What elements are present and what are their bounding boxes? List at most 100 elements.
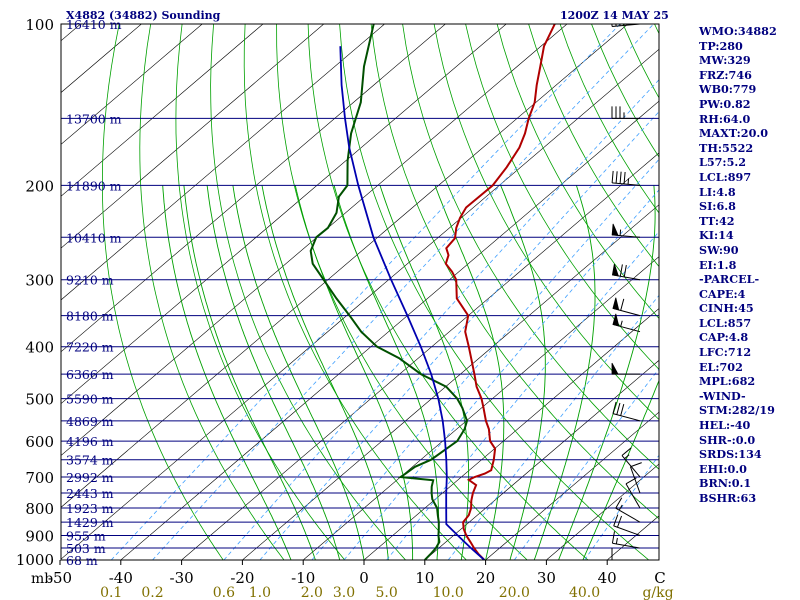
mixing-ratio-label: 5.0 [375,585,397,600]
sounding-index: HEL:-40 [699,418,751,433]
dry-adiabat-line [276,24,528,560]
dry-adiabat-line [175,24,346,560]
sounding-index: SHR-:0.0 [699,432,756,447]
dewpoint-profile-line [309,24,469,560]
isobar-lines [61,24,659,560]
moist-adiabat-line [232,185,365,560]
temperature-tick-label: 0 [359,569,369,587]
pressure-tick-label: 100 [25,16,54,34]
isotherm-line [61,24,203,145]
moist-adiabat-line [162,185,292,560]
sounding-index: EI:1.8 [699,257,737,272]
height-label: 4869 m [66,414,114,429]
sounding-index: CAP:4.8 [699,330,749,345]
sounding-index: SW:90 [699,242,739,257]
dry-adiabat-line [139,24,285,560]
isotherm-line [61,24,507,405]
temperature-tick-label: 30 [537,569,556,587]
chart-background-lines [61,24,659,560]
dry-adiabat-line [210,24,406,560]
wind-barb [612,297,641,317]
pressure-tick-label: 300 [25,272,54,290]
pressure-tick-label: 700 [25,469,54,487]
mixing-ratio-label: 2.0 [301,585,323,600]
wind-barb [613,514,641,536]
isotherm-line [61,24,264,197]
pressure-tick-label: 500 [25,391,54,409]
height-label: 7220 m [66,340,114,355]
pressure-tick-label: 600 [25,433,54,451]
sounding-indices-list: WMO:34882 TP:280 MW:329 FRZ:746 WB0:779 PW:0.… [699,24,799,506]
pressure-tick-label: 200 [25,177,54,195]
sounding-index: STM:282/19 [699,403,775,418]
mixing-ratio-unit-label: g/kg [642,585,673,600]
temperature-tick-label: 20 [476,569,495,587]
sounding-index: MAXT:20.0 [699,126,769,141]
observation-time: 1200Z 14 MAY 25 [560,9,669,22]
isotherm-line [61,24,385,301]
height-label: 8180 m [66,309,114,324]
sounding-index: MW:329 [699,53,751,68]
sounding-index: MPL:682 [699,374,756,389]
isotherm-line [61,24,325,249]
wind-barb [611,362,640,375]
mixing-ratio-line [110,24,621,560]
sounding-index: CINH:45 [699,301,754,316]
mixing-ratio-label: 0.2 [141,585,163,600]
wind-barb [615,497,641,523]
sounding-index: LI:4.8 [699,184,736,199]
isotherm-line [61,24,629,508]
station-title: X4882 (34882) Sounding [66,9,221,22]
height-label: 11890 m [66,178,122,193]
pressure-unit-label: mb [31,571,53,587]
temperature-unit-label: C [654,569,665,587]
dry-adiabat-line [102,24,224,560]
mixing-ratio-label: 40.0 [569,585,600,600]
sounding-index: SI:6.8 [699,199,736,214]
mixing-ratio-label: 20.0 [499,585,530,600]
sounding-index: TP:280 [699,38,743,53]
sounding-index: WMO:34882 [699,24,777,38]
height-label: 2992 m [66,470,114,485]
sounding-index: SRDS:134 [699,447,762,462]
sounding-index: -PARCEL- [699,272,760,287]
sounding-index: KI:14 [699,228,734,243]
plot-frame [60,23,660,561]
height-label: 4196 m [66,434,114,449]
wind-barb [611,548,640,560]
mixing-ratio-label: 3.0 [333,585,355,600]
height-label: 68 m [66,553,98,568]
height-label: 2443 m [66,486,114,501]
sounding-index: LCL:857 [699,315,752,330]
isotherm-line [546,463,659,560]
pressure-tick-label: 400 [25,339,54,357]
sounding-index: TT:42 [699,213,735,228]
pressure-tick-label: 1000 [16,551,54,569]
isotherm-line [303,256,659,560]
temperature-tick-label: -40 [109,569,133,587]
isotherm-line [61,24,446,353]
height-label: 955 m [66,528,106,543]
temperature-profile-line [444,24,556,560]
temperature-tick-label: -20 [230,569,254,587]
temperature-tick-label: -30 [170,569,194,587]
height-label: 10410 m [66,230,122,245]
axis-labels: 16410 m 13700 m 11890 m 10410 m 9210 m 8180 m… [16,16,674,600]
sounding-index: LCL:897 [699,169,752,184]
profile-lines [309,24,556,560]
mixing-ratio-label: 0.6 [213,585,235,600]
sounding-index: EL:702 [699,359,743,374]
isotherm-line [61,24,568,456]
temperature-tick-label: 40 [598,569,617,587]
height-label: 1923 m [66,501,114,516]
wind-barb [621,447,641,478]
sounding-index: CAPE:4 [699,286,746,301]
moist-adiabat-line [183,185,316,560]
isotherm-line [120,100,659,560]
dry-adiabat-lines [102,24,659,560]
isotherm-line [424,359,659,560]
temperature-tick-label: 10 [415,569,434,587]
mixing-ratio-label: 10.0 [433,585,464,600]
pressure-tick-label: 800 [25,500,54,518]
